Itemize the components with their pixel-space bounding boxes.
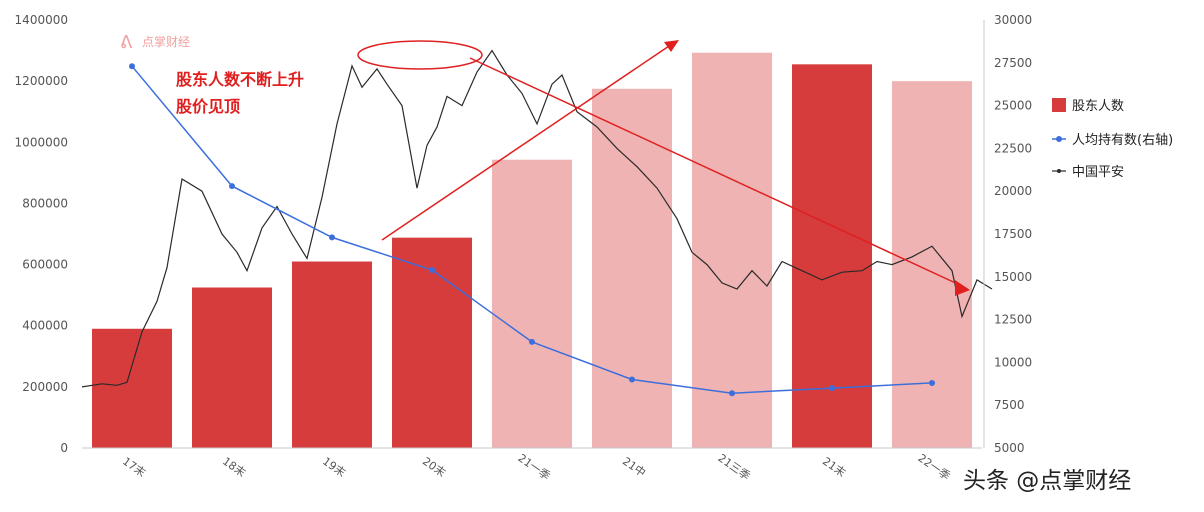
right-tick-label: 25000 <box>994 99 1032 113</box>
per-capita-point-21三季 <box>729 390 735 397</box>
per-capita-point-21末 <box>829 385 835 392</box>
bar-18末 <box>192 287 272 448</box>
per-capita-point-18末 <box>229 183 235 190</box>
x-tick-label: 17末 <box>120 454 149 480</box>
legend-label: 人均持有数(右轴) <box>1072 133 1173 148</box>
per-capita-point-21一季 <box>529 338 535 345</box>
legend-marker-per-capita <box>1056 136 1062 142</box>
x-tick-label: 21一季 <box>516 451 553 482</box>
left-tick-label: 1400000 <box>15 13 68 27</box>
x-tick-label: 21三季 <box>716 451 753 482</box>
x-tick-label: 21末 <box>820 454 849 480</box>
right-tick-label: 7500 <box>994 398 1025 412</box>
x-tick-label: 21中 <box>620 455 648 480</box>
x-tick-label: 18末 <box>220 454 249 480</box>
highlight-ellipse <box>357 40 483 70</box>
per-capita-point-17末 <box>129 63 135 70</box>
right-tick-label: 10000 <box>994 355 1032 369</box>
price-line <box>81 49 993 388</box>
right-tick-label: 30000 <box>994 13 1032 27</box>
per-capita-point-20末 <box>429 266 435 273</box>
left-tick-label: 0 <box>60 441 68 455</box>
x-tick-label: 19末 <box>320 454 349 480</box>
right-tick-label: 20000 <box>994 184 1032 198</box>
logo-text: 点掌财经 <box>142 35 190 49</box>
left-tick-label: 400000 <box>22 319 68 333</box>
up-trend-arrow <box>381 43 673 241</box>
legend-swatch-bar <box>1052 98 1066 112</box>
per-capita-point-21中 <box>629 376 635 383</box>
bar-21末 <box>792 64 872 448</box>
left-tick-label: 1200000 <box>15 74 68 88</box>
bar-21三季 <box>692 52 772 449</box>
per-capita-point-19末 <box>329 234 335 241</box>
right-tick-label: 22500 <box>994 141 1032 155</box>
x-tick-label: 22一季 <box>916 451 953 482</box>
annotation-title-line1: 股东人数不断上升 <box>176 70 304 89</box>
per-capita-point-22一季 <box>929 379 935 386</box>
down-trend-arrow <box>469 57 963 287</box>
bar-21中 <box>592 88 672 449</box>
per-capita-line-group <box>129 63 935 397</box>
price-line-group <box>81 49 993 388</box>
bar-17末 <box>92 328 172 448</box>
left-tick-label: 200000 <box>22 380 68 394</box>
right-tick-label: 17500 <box>994 227 1032 241</box>
left-tick-label: 600000 <box>22 258 68 272</box>
right-tick-label: 15000 <box>994 270 1032 284</box>
bars-group <box>92 52 972 449</box>
right-tick-label: 12500 <box>994 313 1032 327</box>
legend-marker-price <box>1057 169 1061 173</box>
left-tick-label: 800000 <box>22 196 68 210</box>
left-tick-label: 1000000 <box>15 135 68 149</box>
legend-label: 股东人数 <box>1072 99 1124 114</box>
right-tick-label: 5000 <box>994 441 1025 455</box>
bar-22一季 <box>892 81 972 449</box>
bar-21一季 <box>492 159 572 448</box>
up-trend-arrowhead <box>664 40 679 52</box>
watermark: 头条 @点掌财经 <box>963 468 1131 494</box>
x-tick-label: 20末 <box>420 454 449 480</box>
right-tick-label: 27500 <box>994 56 1032 70</box>
logo-mark-icon: ᕕ <box>120 32 133 53</box>
logo: ᕕ 点掌财经 <box>120 32 190 53</box>
bar-19末 <box>292 261 372 448</box>
down-trend-arrowhead <box>955 280 970 296</box>
legend-label: 中国平安 <box>1072 165 1124 180</box>
annotation-title-line2: 股价见顶 <box>176 97 240 116</box>
